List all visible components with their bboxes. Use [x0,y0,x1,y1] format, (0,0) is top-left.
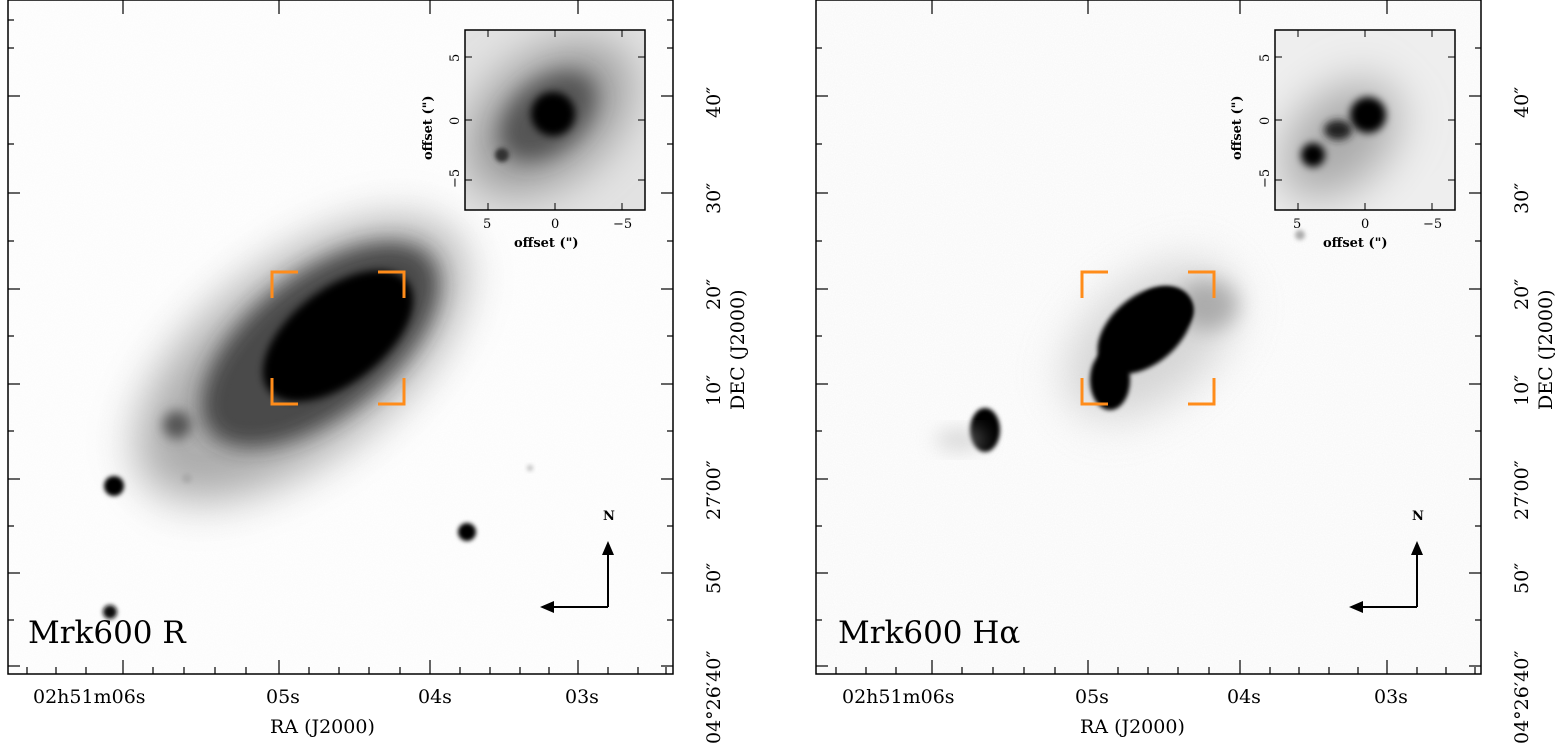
halpha-inset-ytick-2: −5 [1258,169,1273,188]
r-band-inset-ytick-2: −5 [448,169,463,188]
halpha-compass [1349,541,1423,613]
r-band-ytick-3: 10″ [703,375,725,406]
r-band-ytick-6: 40″ [703,87,725,118]
r-band-xtick-0: 02h51m06s [33,686,146,708]
r-band-inset-xlabel: offset (") [514,236,579,251]
r-band-inset-ytick-1: 0 [448,117,463,125]
halpha-inset: 5 0 −5 offset (") 5 0 −5 offset (") [1230,29,1456,251]
r-band-ytick-5: 30″ [703,183,725,214]
halpha-zoom-brackets [1080,270,1216,406]
r-band-inset-xtick-1: 0 [551,217,559,232]
halpha-inset-xtick-1: 0 [1361,217,1369,232]
halpha-ytick-1: 50″ [1511,563,1533,594]
halpha-inset-ytick-0: 5 [1258,54,1273,62]
r-band-label: Mrk600 R [28,615,187,651]
r-band-ytick-2: 27′00″ [703,460,725,520]
star-3 [103,605,117,619]
r-band-inset: 5 0 −5 offset (") 5 0 −5 offset (") [421,29,646,251]
r-band-inset-xtick-0: 5 [483,217,491,232]
halpha-ytick-5: 30″ [1511,183,1533,214]
r-band-ytick-0: 04°26′40″ [703,651,725,744]
r-band-yaxis-title: DEC (J2000) [727,290,749,410]
r-band-inset-xtick-2: −5 [613,217,632,232]
halpha-ytick-4: 20″ [1511,279,1533,310]
r-band-xtick-1: 05s [266,686,300,708]
halpha-inset-ytick-1: 0 [1258,117,1273,125]
halpha-ytick-2: 27′00″ [1511,460,1533,520]
halpha-inset-xlabel: offset (") [1323,236,1388,251]
halpha-xtick-3: 03s [1374,686,1408,708]
halpha-inset-ylabel: offset (") [1230,95,1245,160]
r-band-xticks [26,0,667,674]
r-band-inset-ylabel: offset (") [421,95,436,160]
halpha-xtick-2: 04s [1227,686,1261,708]
r-band-ytick-1: 50″ [703,563,725,594]
r-band-compass [540,541,614,613]
panel-r-band: 02h51m06s 05s 04s 03s RA (J2000) 04°26′4… [7,0,749,744]
star-2 [458,523,476,541]
halpha-ytick-6: 40″ [1511,87,1533,118]
r-band-xtick-2: 04s [418,686,452,708]
halpha-xticks [835,0,1476,674]
r-band-xtick-3: 03s [565,686,599,708]
halpha-yticks [816,47,1481,667]
star-1 [104,476,124,496]
r-band-inset-ytick-0: 5 [448,54,463,62]
r-band-yticks [8,19,673,667]
r-band-north-label: N [603,509,615,524]
halpha-ytick-0: 04°26′40″ [1511,651,1533,744]
r-band-xaxis-title: RA (J2000) [270,716,375,738]
r-band-ytick-4: 20″ [703,279,725,310]
halpha-yaxis-title: DEC (J2000) [1535,290,1555,410]
halpha-label: Mrk600 Hα [838,615,1020,651]
r-band-frame [7,0,674,675]
halpha-xtick-1: 05s [1075,686,1109,708]
halpha-inset-xtick-0: 5 [1293,217,1301,232]
halpha-ytick-3: 10″ [1511,375,1533,406]
halpha-inset-xtick-2: −5 [1423,217,1442,232]
panel-halpha: 02h51m06s 05s 04s 03s RA (J2000) 04°26′4… [815,0,1555,744]
halpha-xtick-0: 02h51m06s [842,686,955,708]
r-band-zoom-brackets [270,270,406,406]
halpha-xaxis-title: RA (J2000) [1080,716,1185,738]
halpha-north-label: N [1412,509,1424,524]
